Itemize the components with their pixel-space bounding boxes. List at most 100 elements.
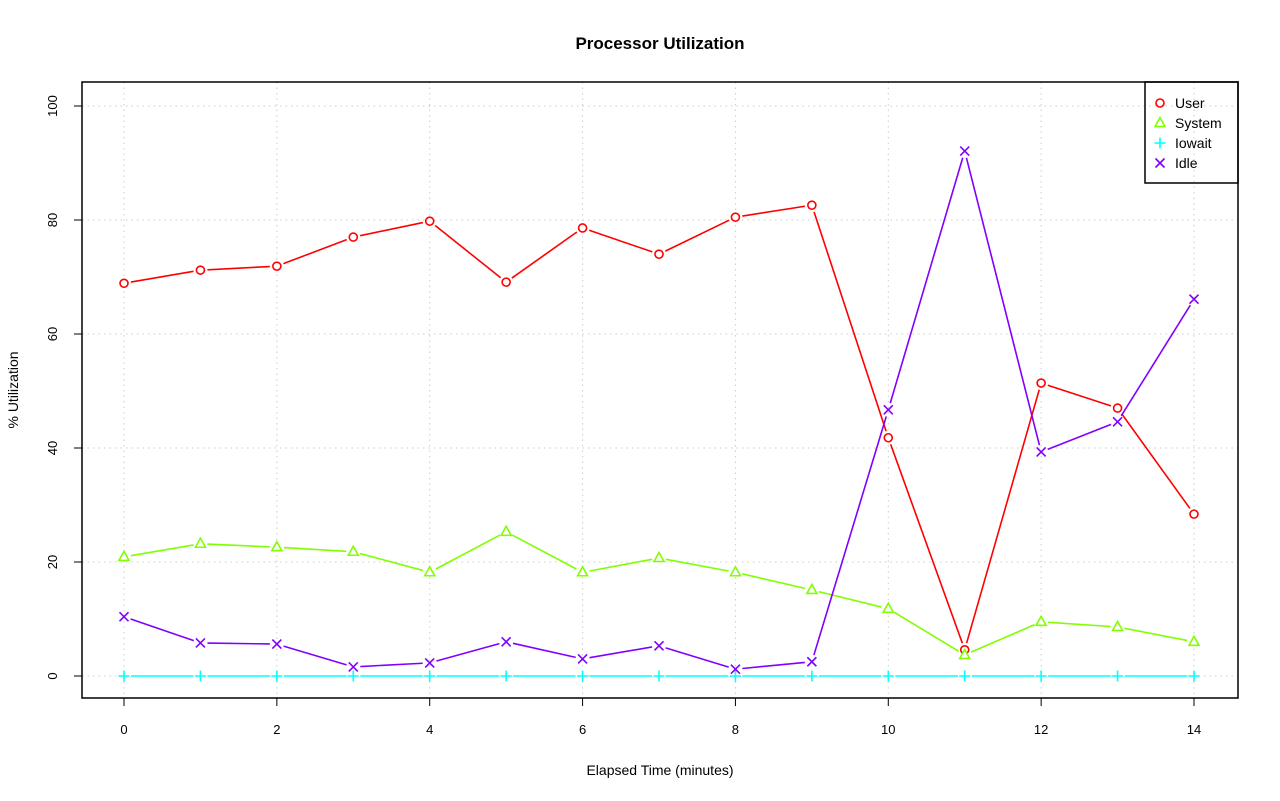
data-point-idle	[1188, 294, 1200, 305]
line-segment-user	[889, 444, 964, 644]
data-point-user	[883, 432, 894, 443]
legend-label-user: User	[1175, 95, 1205, 111]
line-segment-system	[359, 552, 424, 572]
data-point-idle	[501, 636, 512, 647]
data-point-user	[348, 232, 359, 242]
data-point-idle	[806, 656, 817, 667]
line-segment-idle	[436, 642, 500, 662]
line-segment-user	[130, 270, 194, 283]
data-point-system	[729, 565, 742, 577]
line-segment-user	[359, 221, 424, 237]
data-point-user	[807, 200, 817, 210]
data-point-system	[805, 582, 819, 595]
data-point-idle	[959, 145, 970, 157]
data-point-idle	[118, 611, 130, 622]
line-segment-idle	[965, 157, 1041, 446]
data-point-idle	[424, 657, 435, 668]
data-point-iowait	[806, 670, 818, 682]
data-point-user	[654, 249, 664, 259]
line-segment-user	[511, 231, 578, 279]
data-point-idle	[195, 637, 206, 649]
plot-frame	[81, 81, 1239, 699]
data-point-iowait	[118, 670, 130, 682]
data-point-user	[730, 212, 741, 222]
y-tick-label: 0	[45, 672, 60, 679]
y-tick-label: 40	[45, 441, 60, 455]
line-segment-user	[207, 265, 270, 271]
data-point-system	[346, 544, 360, 557]
series-user	[119, 200, 1199, 655]
data-point-system	[1034, 614, 1048, 627]
line-segment-user	[434, 224, 502, 279]
line-segment-system	[283, 546, 347, 553]
legend-marker-system	[1153, 115, 1167, 128]
legend: User System Iowait Idle	[1144, 81, 1239, 184]
data-point-iowait	[882, 670, 894, 682]
data-point-idle	[271, 639, 282, 650]
data-point-idle	[348, 661, 359, 672]
line-segment-system	[207, 543, 270, 548]
data-point-idle	[883, 404, 894, 415]
line-segment-idle	[813, 416, 888, 656]
x-tick-label: 0	[120, 722, 127, 737]
line-segment-system	[130, 544, 194, 557]
x-axis-label: Elapsed Time (minutes)	[586, 762, 733, 778]
data-point-idle	[1112, 416, 1123, 427]
legend-marker-user	[1155, 98, 1165, 108]
data-point-idle	[1036, 446, 1047, 458]
line-segment-idle	[889, 157, 964, 404]
data-point-system	[270, 540, 284, 552]
data-point-user	[1112, 403, 1123, 413]
line-segment-idle	[1120, 304, 1191, 417]
line-segment-idle	[1047, 423, 1112, 451]
line-segment-user	[283, 238, 348, 265]
chart-title: Processor Utilization	[575, 34, 744, 53]
y-tick-label: 100	[45, 95, 60, 117]
y-tick-label: 20	[45, 555, 60, 569]
axes: 0 2 4 6 8 10 12 14 0 20 40 60 80 100	[45, 95, 1201, 737]
y-tick-label: 80	[45, 213, 60, 227]
line-segment-user	[588, 229, 653, 253]
line-segment-idle	[207, 642, 270, 645]
data-point-system	[576, 565, 589, 577]
data-point-system	[499, 524, 513, 537]
data-point-system	[958, 647, 972, 660]
data-point-user	[195, 265, 206, 275]
data-point-system	[1187, 634, 1201, 647]
data-point-iowait	[729, 670, 741, 682]
data-point-iowait	[1188, 670, 1200, 682]
series-idle	[118, 145, 1200, 675]
data-point-iowait	[347, 670, 359, 682]
series-system	[117, 524, 1201, 660]
x-tick-label: 2	[273, 722, 280, 737]
data-point-iowait	[271, 670, 283, 682]
line-segment-idle	[512, 642, 576, 659]
y-tick-label: 60	[45, 327, 60, 341]
legend-label-idle: Idle	[1175, 155, 1198, 171]
data-point-system	[117, 549, 131, 562]
line-segment-idle	[742, 661, 805, 670]
legend-marker-iowait	[1154, 137, 1166, 149]
data-point-user	[501, 277, 511, 287]
line-segment-idle	[283, 645, 347, 666]
data-point-iowait	[1035, 670, 1047, 682]
x-tick-label: 12	[1034, 722, 1048, 737]
data-point-iowait	[424, 670, 436, 682]
data-point-system	[1111, 619, 1124, 632]
x-tick-label: 8	[732, 722, 739, 737]
line-segment-user	[664, 219, 730, 252]
data-point-iowait	[194, 670, 206, 682]
line-segment-system	[970, 623, 1036, 653]
data-point-iowait	[653, 670, 665, 682]
data-point-system	[423, 565, 437, 577]
line-segment-user	[965, 389, 1040, 644]
data-point-iowait	[500, 670, 512, 682]
data-point-idle	[653, 640, 665, 651]
line-segment-system	[1048, 621, 1111, 628]
line-segment-idle	[360, 662, 423, 668]
data-point-user	[119, 278, 129, 289]
line-segment-system	[818, 590, 882, 608]
line-segment-idle	[589, 646, 653, 659]
line-segment-system	[742, 573, 806, 590]
data-point-iowait	[577, 670, 589, 682]
